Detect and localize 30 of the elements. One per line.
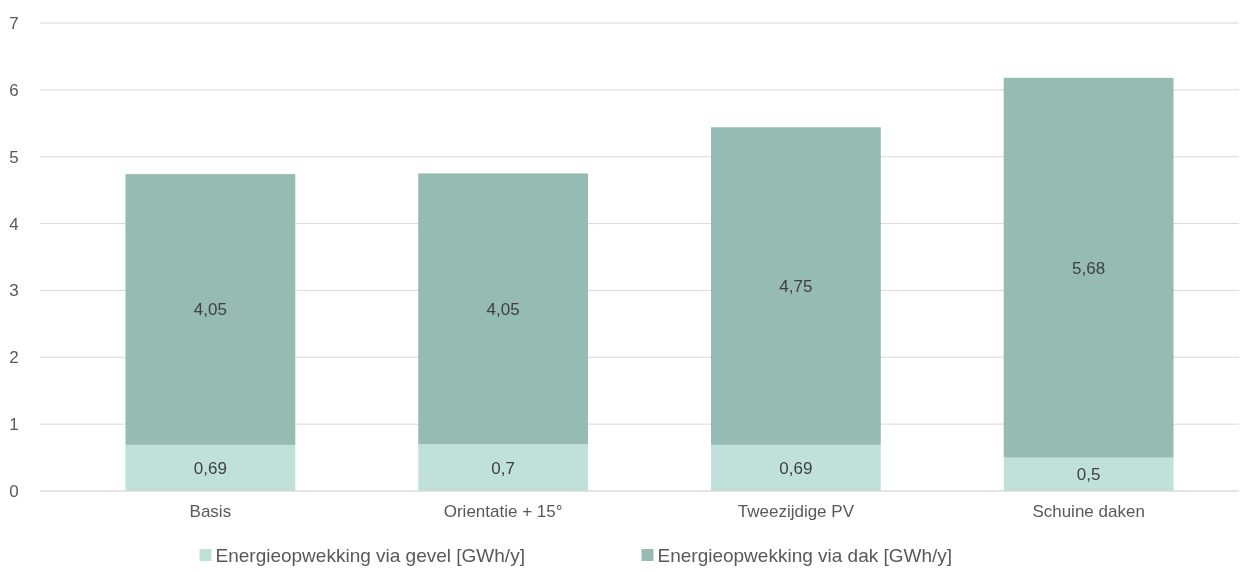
y-tick-label: 2 (9, 348, 19, 368)
data-label: 4,75 (779, 277, 813, 297)
bar (1003, 77, 1174, 458)
bar (418, 173, 589, 445)
legend-label: Energieopwekking via gevel [GWh/y] (215, 544, 525, 566)
y-tick-label: 6 (9, 80, 19, 100)
x-tick-label: Schuine daken (1032, 502, 1145, 521)
data-label: 4,05 (193, 300, 227, 320)
data-label: 0,69 (193, 458, 227, 478)
data-label: 4,05 (486, 299, 520, 319)
x-tick-label: Tweezijdige PV (737, 502, 855, 521)
bar (710, 444, 881, 491)
bar (125, 444, 296, 491)
x-tick-label: Basis (189, 502, 232, 521)
y-tick-label: 1 (9, 415, 19, 435)
bar (710, 127, 881, 445)
bar (125, 174, 296, 445)
y-tick-label: 4 (9, 214, 19, 234)
legend-label: Energieopwekking via dak [GWh/y] (657, 544, 953, 566)
y-tick-label: 5 (9, 147, 19, 167)
data-label: 5,68 (1072, 258, 1106, 278)
data-label: 0,5 (1076, 465, 1101, 485)
data-label: 0,69 (779, 458, 813, 478)
y-tick-label: 0 (9, 481, 19, 501)
bar (1003, 457, 1174, 491)
x-tick-label: Orientatie + 15° (443, 502, 563, 521)
y-tick-label: 7 (9, 13, 19, 33)
data-label: 0,7 (491, 458, 515, 478)
bar (418, 444, 589, 491)
y-tick-label: 3 (9, 281, 19, 301)
